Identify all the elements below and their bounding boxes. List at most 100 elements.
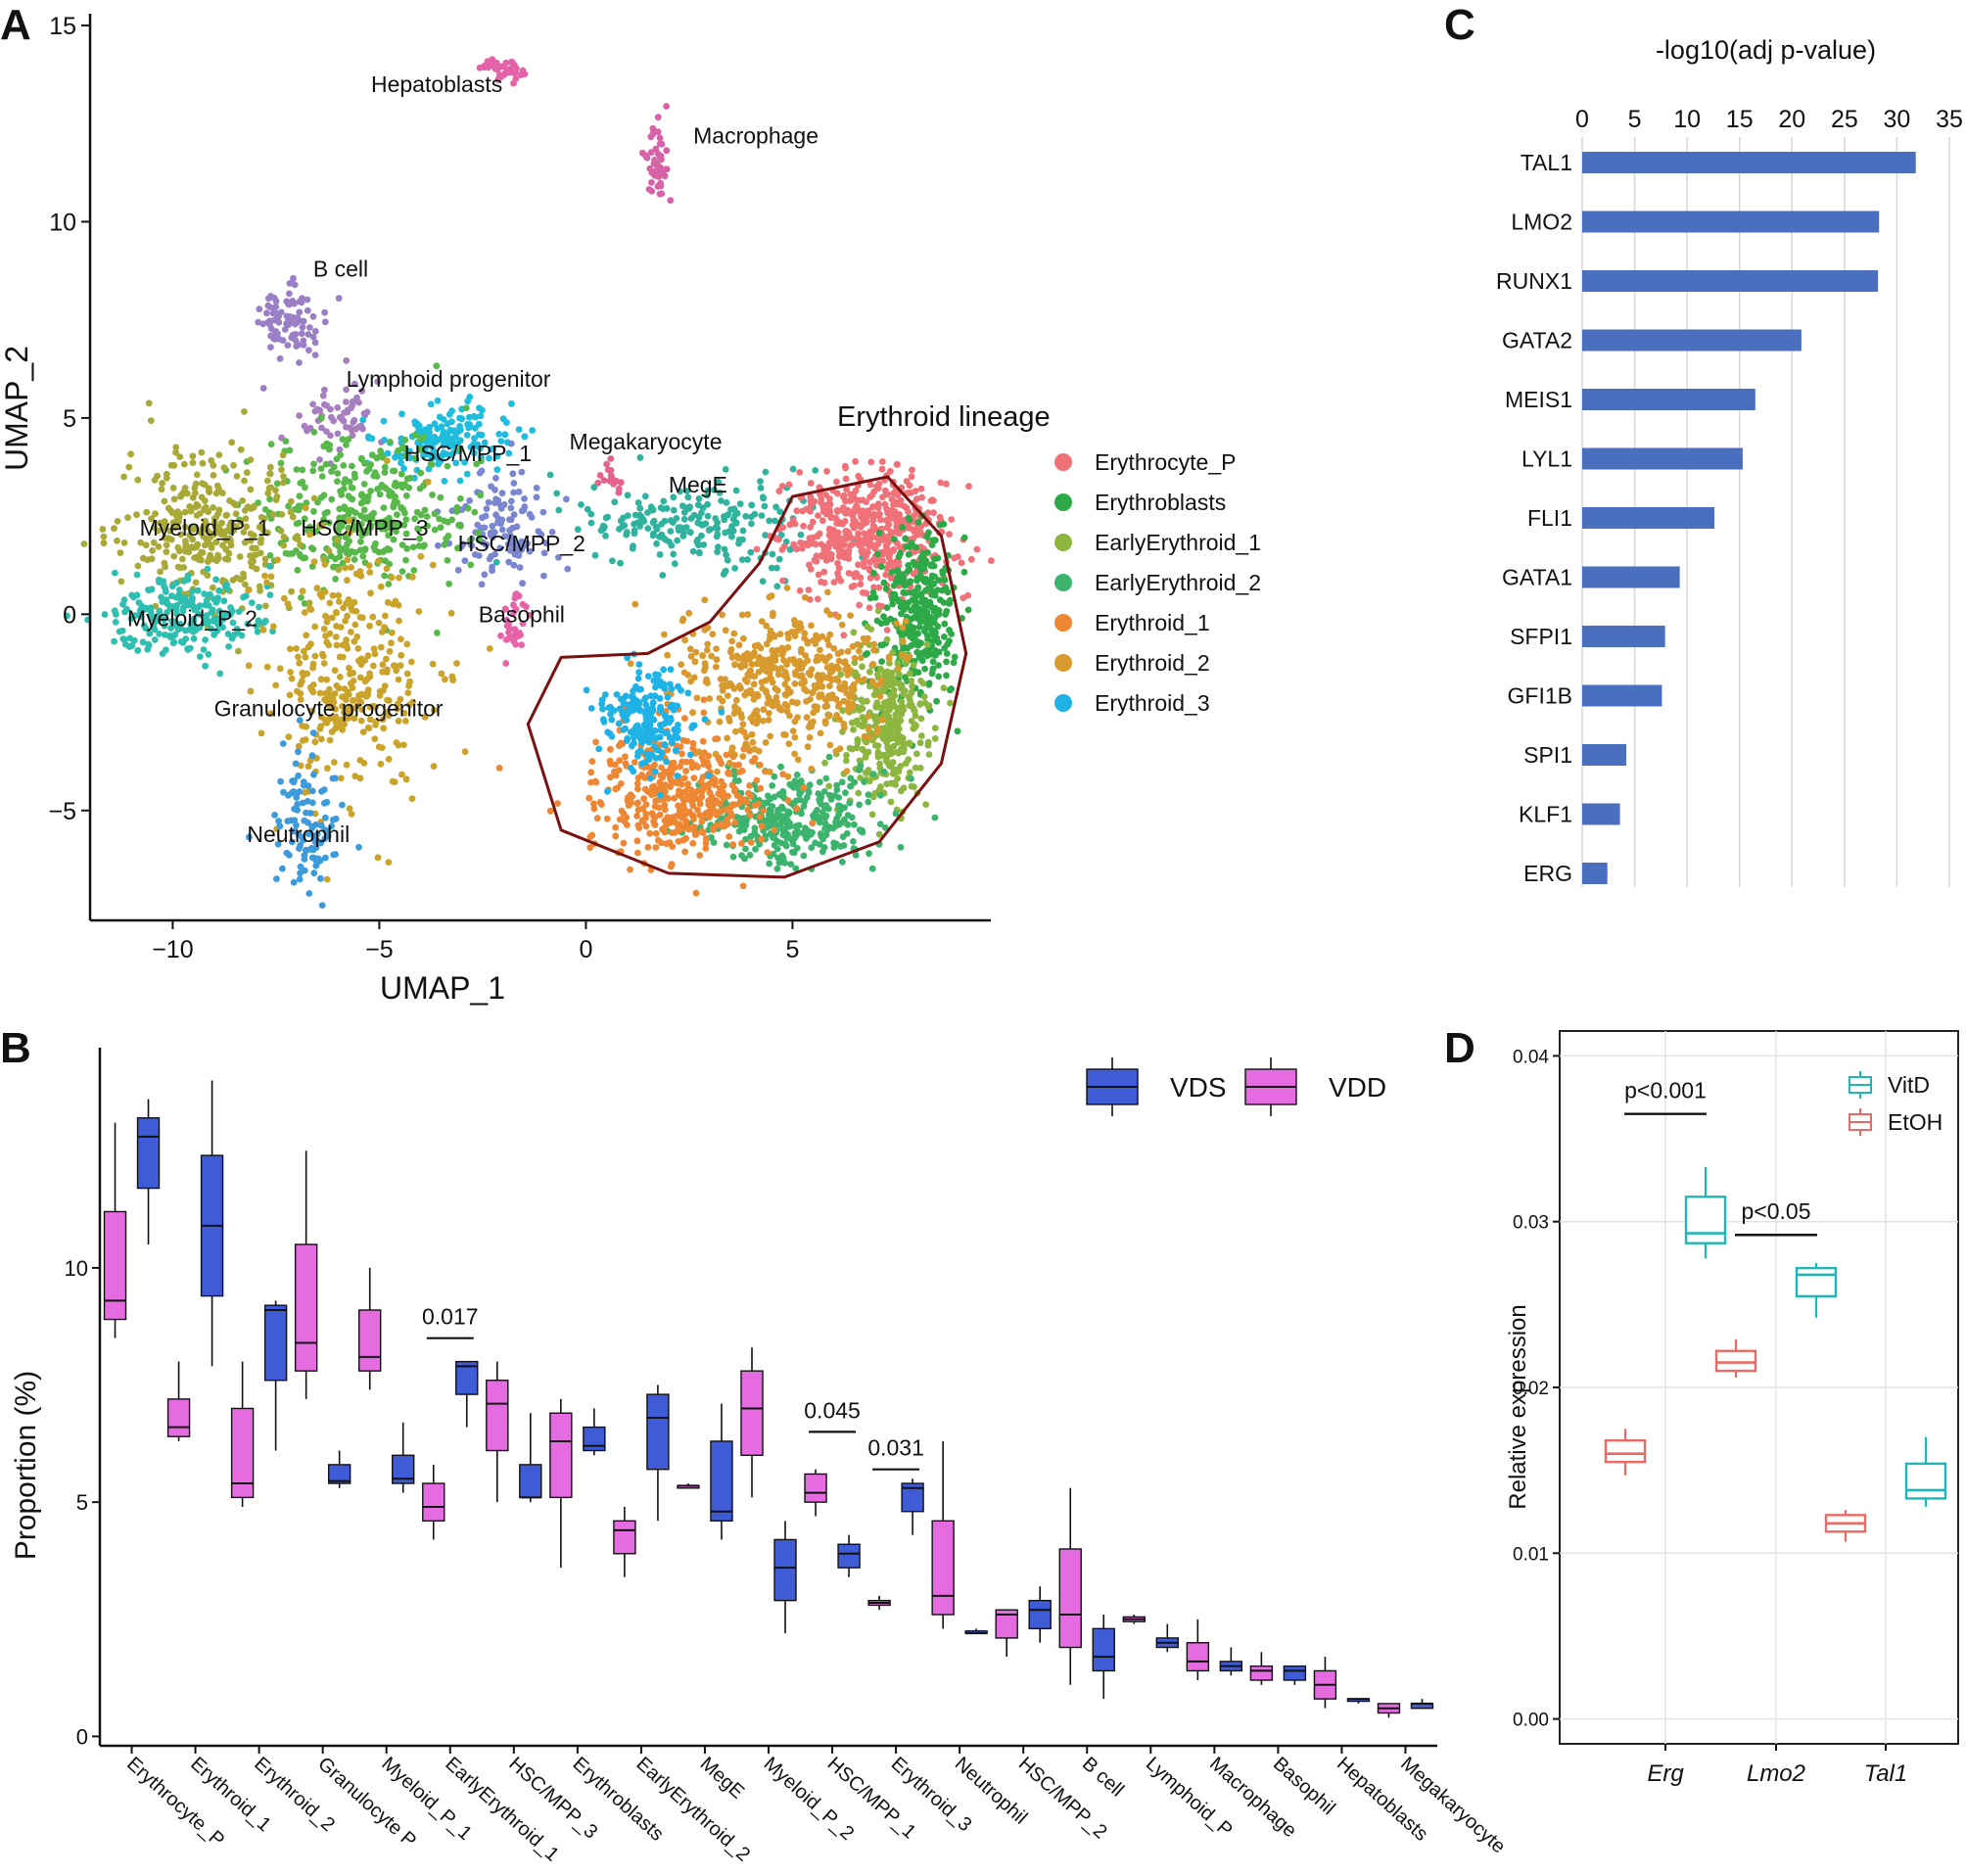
umap-point (900, 748, 908, 756)
umap-point (890, 536, 898, 543)
box-vdd-b-cell (1058, 1487, 1082, 1685)
umap-point (889, 717, 897, 725)
umap-point (618, 707, 626, 715)
umap-point (834, 650, 842, 658)
umap-point (960, 568, 968, 576)
umap-legend-label-erythrocyte-p: Erythrocyte_P (1095, 449, 1236, 475)
umap-point (299, 323, 306, 331)
umap-point (730, 751, 738, 759)
umap-point (801, 593, 809, 601)
umap-point (330, 417, 338, 425)
umap-point (822, 774, 830, 782)
umap-point (392, 453, 398, 461)
umap-point (665, 795, 672, 802)
umap-point (825, 712, 832, 720)
umap-point (304, 763, 312, 771)
umap-point (819, 517, 826, 525)
umap-point (760, 717, 767, 725)
umap-point (351, 621, 359, 629)
umap-point (526, 547, 534, 555)
umap-point (644, 673, 652, 680)
umap-point (458, 415, 465, 423)
umap-point (841, 724, 848, 731)
umap-point (746, 782, 753, 789)
umap-point (461, 557, 469, 565)
umap-point (850, 726, 857, 733)
umap-point (740, 634, 747, 642)
cluster-label-myeloid-p-2: Myeloid_P_2 (127, 605, 257, 631)
umap-point (438, 423, 445, 431)
umap-point (323, 440, 331, 447)
umap-point (675, 827, 681, 834)
umap-point (505, 449, 513, 457)
umap-point (730, 710, 738, 717)
umap-point (509, 470, 517, 478)
umap-point (186, 532, 194, 539)
umap-point (866, 558, 874, 566)
umap-point (347, 507, 353, 515)
umap-point (463, 431, 471, 439)
umap-point (763, 687, 770, 694)
umap-point (80, 540, 88, 547)
umap-point (681, 636, 688, 644)
umap-point (388, 574, 396, 582)
umap-point (466, 496, 473, 504)
umap-point (381, 572, 388, 580)
umap-point (933, 634, 941, 642)
umap-point (620, 839, 628, 847)
umap-point (885, 655, 893, 663)
umap-point (319, 392, 327, 399)
umap-point (923, 652, 931, 660)
umap-point (768, 592, 775, 599)
umap-point (838, 621, 846, 629)
umap-point (385, 581, 393, 587)
umap-point (866, 493, 874, 500)
umap-point (762, 677, 770, 684)
umap-point (295, 341, 302, 349)
umap-point (280, 473, 287, 480)
umap-point (278, 466, 285, 474)
umap-point (337, 547, 344, 555)
umap-point (916, 739, 924, 747)
umap-point (731, 703, 738, 710)
umap-point (894, 567, 901, 575)
umap-point (471, 508, 479, 516)
umap-point (381, 437, 388, 444)
umap-point (229, 619, 237, 627)
umap-point (856, 647, 863, 655)
umap-point (833, 815, 840, 822)
umap-point (662, 729, 669, 736)
umap-point (492, 475, 499, 482)
umap-point (935, 662, 942, 669)
umap-point (742, 741, 749, 749)
umap-point (189, 594, 196, 602)
umap-point (742, 845, 749, 853)
umap-point (820, 579, 828, 586)
umap-point (411, 418, 419, 426)
umap-point (344, 577, 351, 585)
umap-point (279, 479, 287, 487)
umap-point (897, 843, 905, 851)
umap-point (145, 640, 153, 648)
umap-point (497, 632, 504, 639)
significance-label-earlyerythroid-1: 0.017 (422, 1304, 479, 1330)
umap-point (738, 852, 745, 859)
umap-point (374, 854, 382, 862)
umap-point (841, 816, 848, 823)
umap-point (261, 555, 269, 563)
umap-point (951, 554, 958, 562)
umap-point (724, 692, 731, 699)
umap-point (375, 557, 382, 565)
umap-point (751, 824, 759, 832)
umap-point (257, 536, 265, 542)
umap-point (836, 683, 844, 691)
umap-point (215, 586, 223, 594)
umap-point (524, 539, 531, 547)
umap-point (468, 541, 476, 549)
umap-point (402, 452, 410, 460)
umap-point (302, 736, 309, 743)
umap-point (519, 580, 526, 587)
box-vds-erythrocyte-p (136, 1099, 161, 1244)
umap-point (748, 501, 756, 509)
umap-point (819, 503, 827, 511)
